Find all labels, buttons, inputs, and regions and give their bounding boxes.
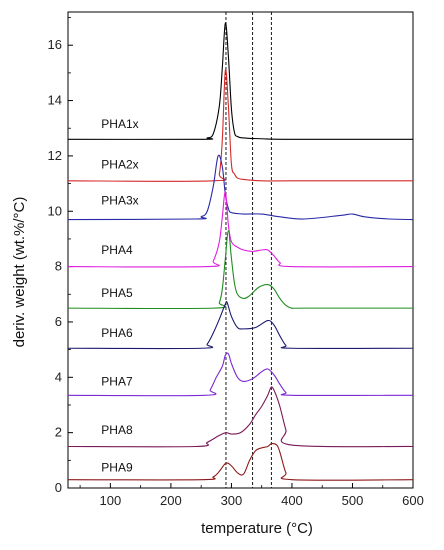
x-tick-label: 100: [100, 493, 122, 508]
y-tick-label: 14: [48, 93, 62, 108]
y-tick-label: 2: [55, 425, 62, 440]
series-label-pha1x: PHA1x: [101, 117, 138, 131]
series-label-pha2x: PHA2x: [101, 157, 138, 171]
series-label-pha9: PHA9: [101, 460, 133, 474]
series-label-pha8: PHA8: [101, 423, 133, 437]
series-line-pha3x: [67, 154, 414, 221]
y-tick-label: 10: [48, 203, 62, 218]
y-tick-label: 6: [55, 314, 62, 329]
series-line-pha2x: [67, 68, 413, 182]
y-tick-label: 8: [55, 259, 62, 274]
series-label-pha7: PHA7: [101, 375, 133, 389]
x-tick-label: 300: [221, 493, 243, 508]
y-axis-title: deriv. weight (wt.%/°C): [11, 197, 28, 348]
series-line-pha7: [67, 352, 414, 397]
series-line-pha8: [67, 386, 414, 448]
series-line-pha1x: [67, 22, 414, 140]
plot-area: 0 2 4 6 8 10 12 14 16 100 200 300 400 500 600 PHA1x PHA2…: [48, 11, 424, 508]
x-tick-label: 400: [281, 493, 303, 508]
x-tick-label: 500: [342, 493, 364, 508]
series-line-pha9: [67, 443, 414, 481]
series-line-pha6: [67, 300, 414, 350]
x-tick-label: 600: [402, 493, 424, 508]
x-tick-label: 200: [160, 493, 182, 508]
x-axis-title: temperature (°C): [201, 520, 313, 537]
y-tick-label: 12: [48, 148, 62, 163]
series-line-pha5: [67, 230, 413, 310]
series-line-pha4: [67, 191, 414, 268]
y-tick-label: 4: [55, 369, 62, 384]
series-label-pha5: PHA5: [101, 286, 133, 300]
series-label-pha4: PHA4: [101, 243, 133, 257]
series-label-pha3x: PHA3x: [101, 193, 138, 207]
series-label-pha6: PHA6: [101, 326, 133, 340]
plot-frame: [67, 11, 414, 489]
y-tick-label: 0: [55, 480, 62, 495]
y-tick-label: 16: [48, 37, 62, 52]
